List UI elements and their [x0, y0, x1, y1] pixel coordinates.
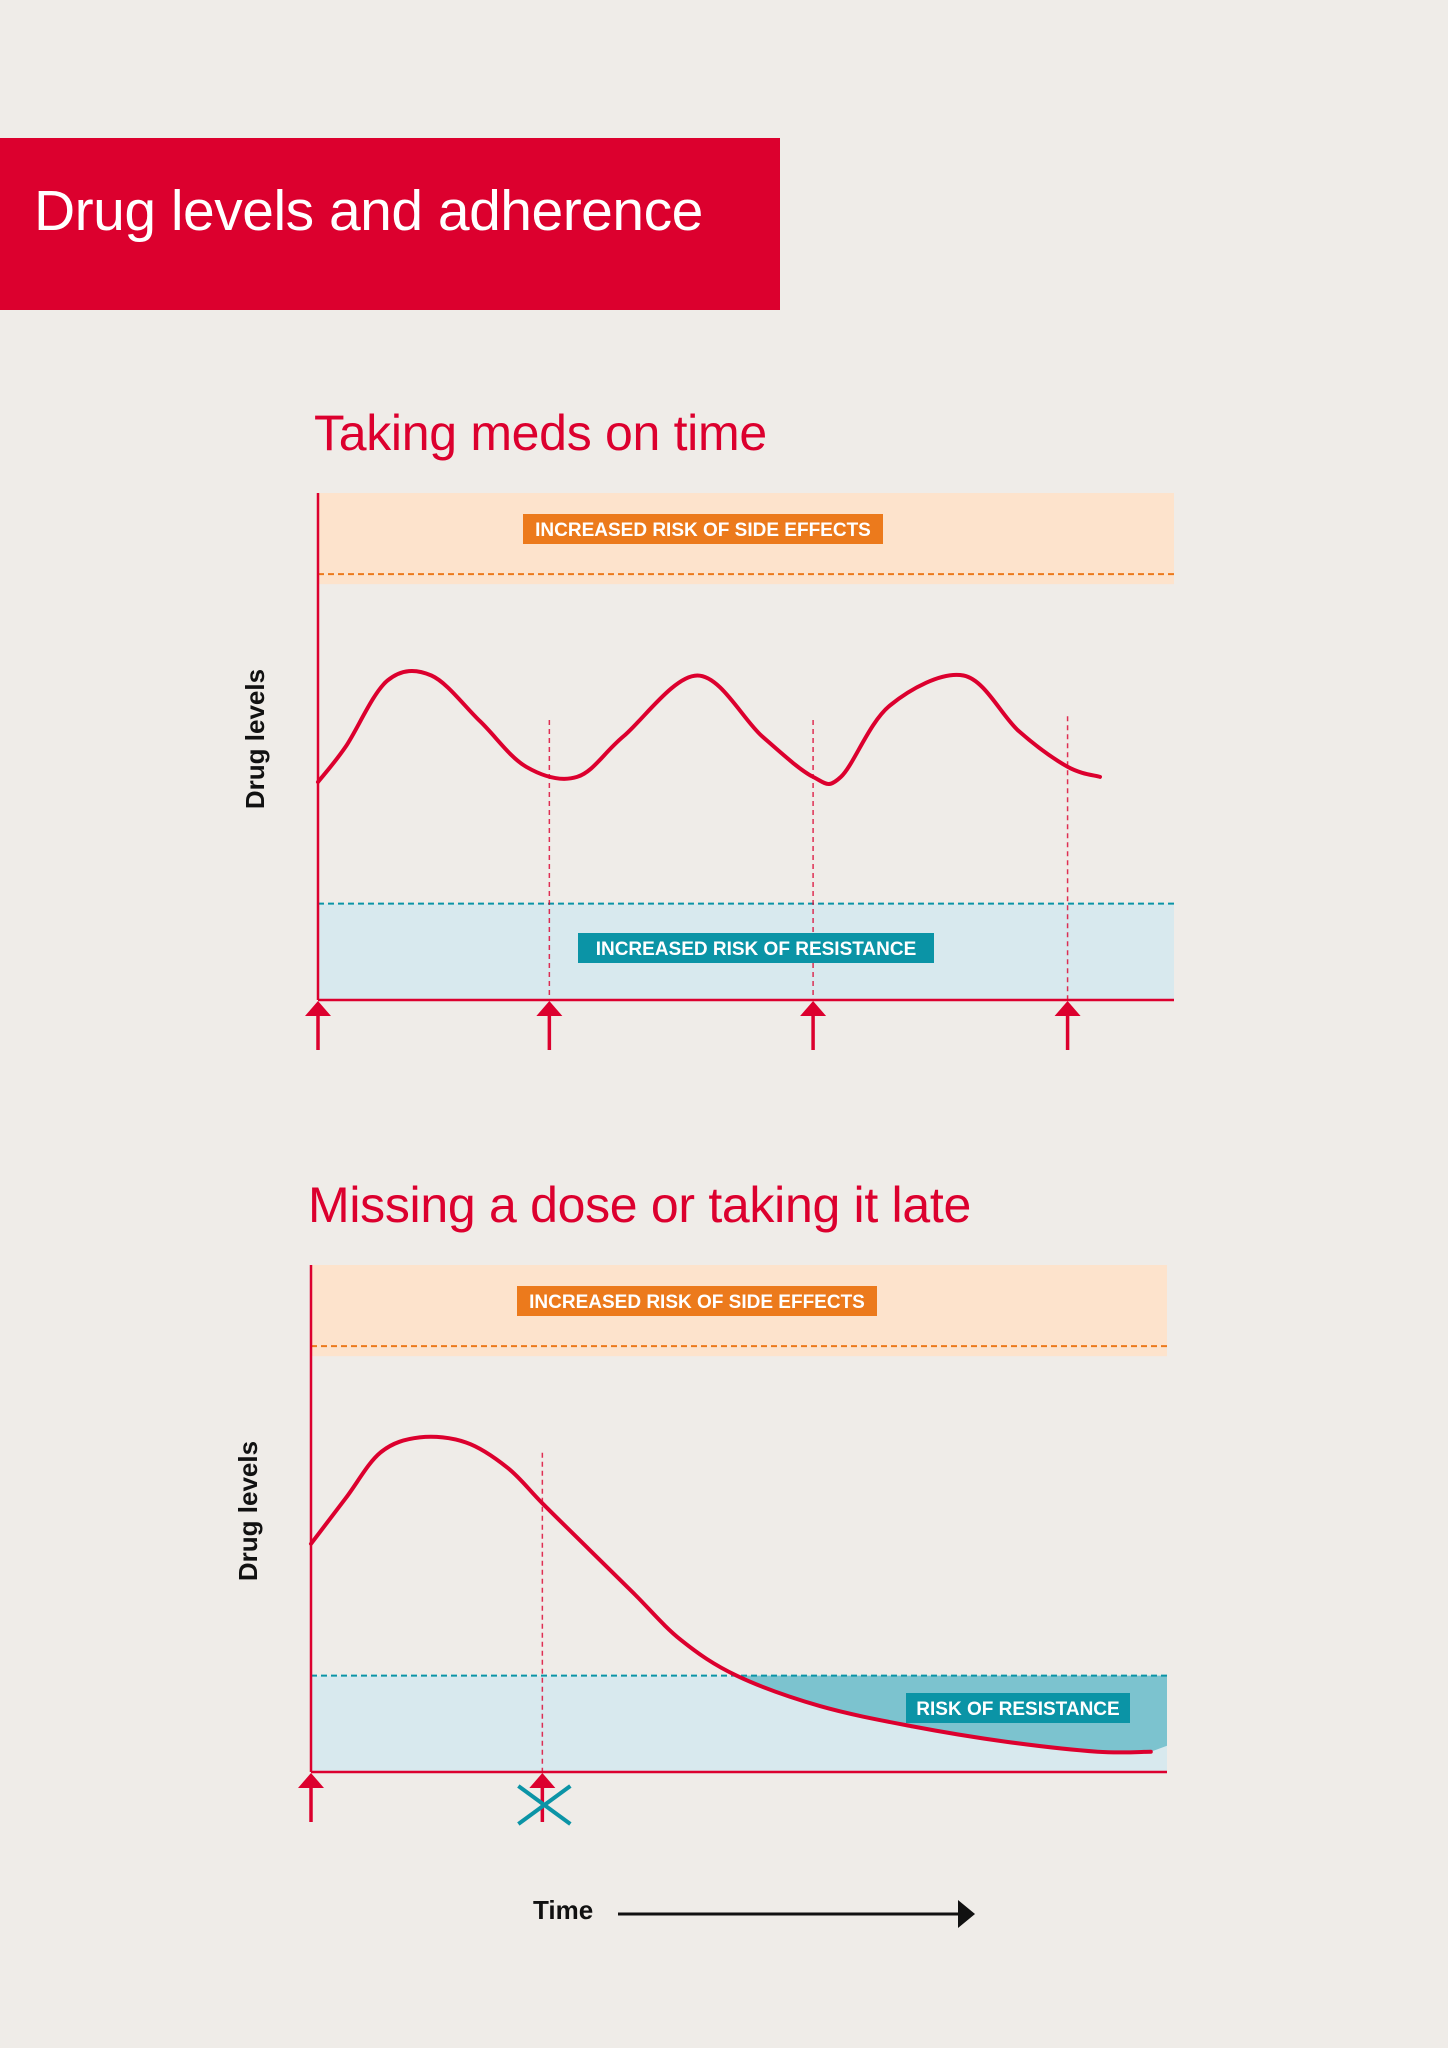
- resistance-label: RISK OF RESISTANCE: [916, 1699, 1119, 1720]
- dose-arrow-head: [298, 1773, 324, 1788]
- side_effects-label-box: [523, 514, 883, 544]
- resistance-label: INCREASED RISK OF RESISTANCE: [596, 939, 917, 960]
- missed-dose-cross-b: [517, 1784, 572, 1826]
- drug-level-line: [309, 1434, 1153, 1755]
- dose-arrow-head: [1054, 1001, 1081, 1016]
- chart-missed-dose: INCREASED RISK OF SIDE EFFECTS RISK OF RE…: [233, 1265, 1167, 1826]
- chart-on-time: INCREASED RISK OF SIDE EFFECTS INCREASED …: [240, 493, 1174, 1050]
- dose-arrow-head: [305, 1001, 331, 1016]
- title-banner: Drug levels and adherence: [0, 138, 780, 310]
- page-title: Drug levels and adherence: [34, 179, 703, 243]
- dose-arrow-head: [529, 1773, 556, 1788]
- resistance-label-box: [906, 1693, 1130, 1723]
- y-axis-label: Drug levels: [240, 669, 270, 809]
- resistance-label-box: [578, 933, 934, 963]
- side_effects-label: INCREASED RISK OF SIDE EFFECTS: [535, 520, 871, 541]
- time-axis-label: Time: [533, 1895, 593, 1925]
- drug-level-line: [316, 669, 1102, 786]
- side_effects-label: INCREASED RISK OF SIDE EFFECTS: [529, 1292, 865, 1313]
- dose-arrow-head: [536, 1001, 563, 1016]
- dose-arrow-head: [800, 1001, 827, 1016]
- chart-title-missed-dose: Missing a dose or taking it late: [308, 1177, 971, 1233]
- chart-title-on-time: Taking meds on time: [314, 405, 767, 461]
- time-axis-legend: Time: [533, 1895, 975, 1928]
- y-axis-label: Drug levels: [233, 1441, 263, 1581]
- time-arrow-head: [958, 1900, 975, 1928]
- side_effects-label-box: [517, 1286, 877, 1316]
